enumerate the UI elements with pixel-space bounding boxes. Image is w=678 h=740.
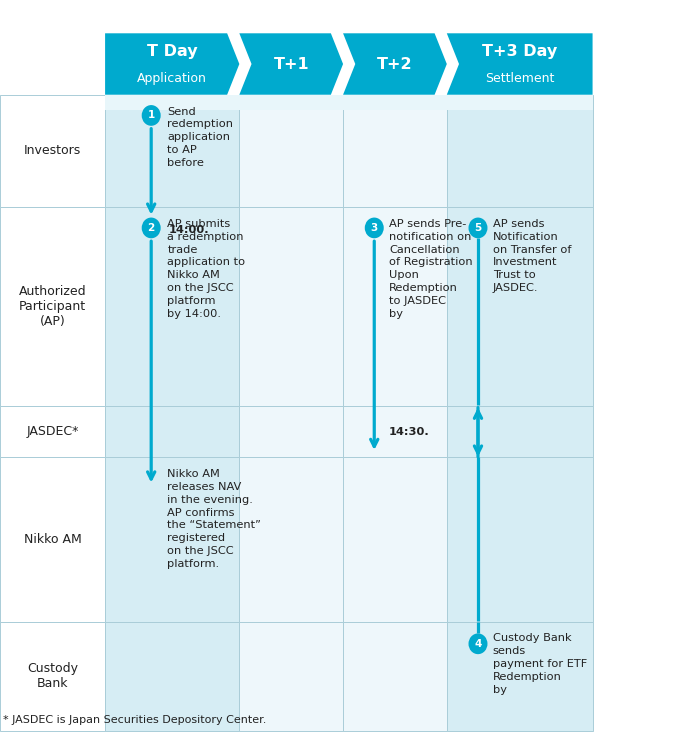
Bar bbox=[343, 457, 447, 622]
Text: 3: 3 bbox=[371, 223, 378, 233]
Bar bbox=[239, 406, 343, 457]
Bar bbox=[0, 406, 105, 457]
Text: Application: Application bbox=[137, 73, 207, 85]
Text: Send
redemption
application
to AP
before: Send redemption application to AP before bbox=[167, 107, 233, 168]
Circle shape bbox=[365, 218, 384, 238]
Bar bbox=[105, 622, 239, 731]
Bar bbox=[105, 457, 239, 622]
Text: 1: 1 bbox=[148, 110, 155, 121]
Text: Nikko AM
releases NAV
in the evening.
AP confirms
the “Statement”
registered
on : Nikko AM releases NAV in the evening. AP… bbox=[167, 469, 261, 569]
Bar bbox=[343, 406, 447, 457]
Text: JASDEC*: JASDEC* bbox=[26, 425, 79, 438]
Bar bbox=[0, 95, 105, 207]
Text: T Day: T Day bbox=[147, 44, 197, 59]
Bar bbox=[447, 406, 593, 457]
Text: 14:30.: 14:30. bbox=[389, 427, 430, 437]
Bar bbox=[105, 207, 239, 406]
Text: Nikko AM: Nikko AM bbox=[24, 533, 81, 546]
Bar bbox=[105, 95, 593, 110]
Text: Authorized
Participant
(AP): Authorized Participant (AP) bbox=[19, 285, 86, 328]
Text: Custody Bank
sends
payment for ETF
Redemption
by: Custody Bank sends payment for ETF Redem… bbox=[493, 633, 587, 695]
Bar bbox=[0, 622, 105, 731]
Bar bbox=[447, 95, 593, 207]
Bar bbox=[447, 207, 593, 406]
Bar bbox=[105, 95, 239, 207]
Bar bbox=[343, 207, 447, 406]
Bar bbox=[105, 406, 239, 457]
Text: 14:00.: 14:00. bbox=[169, 225, 210, 235]
Circle shape bbox=[468, 633, 487, 654]
Bar bbox=[0, 207, 105, 406]
Text: T+1: T+1 bbox=[273, 56, 309, 72]
Text: AP submits
a redemption
trade
application to
Nikko AM
on the JSCC
platform
by 14: AP submits a redemption trade applicatio… bbox=[167, 219, 245, 319]
Bar bbox=[343, 622, 447, 731]
Polygon shape bbox=[343, 33, 447, 95]
Text: T+2: T+2 bbox=[377, 56, 413, 72]
Text: * JASDEC is Japan Securities Depository Center.: * JASDEC is Japan Securities Depository … bbox=[3, 715, 266, 725]
Text: 5: 5 bbox=[475, 223, 481, 233]
Bar bbox=[343, 95, 447, 207]
Text: AP sends
Notification
on Transfer of
Investment
Trust to
JASDEC.: AP sends Notification on Transfer of Inv… bbox=[493, 219, 572, 293]
Bar bbox=[239, 207, 343, 406]
Text: AP sends Pre-
notification on
Cancellation
of Registration
Upon
Redemption
to JA: AP sends Pre- notification on Cancellati… bbox=[389, 219, 473, 319]
Bar bbox=[0, 457, 105, 622]
Circle shape bbox=[468, 218, 487, 238]
Polygon shape bbox=[447, 33, 593, 95]
Text: T+3 Day: T+3 Day bbox=[482, 44, 557, 59]
Bar bbox=[239, 95, 343, 207]
Text: Custody
Bank: Custody Bank bbox=[27, 662, 78, 690]
Bar bbox=[447, 622, 593, 731]
Bar bbox=[239, 457, 343, 622]
Bar bbox=[239, 622, 343, 731]
Polygon shape bbox=[105, 33, 239, 95]
Text: Settlement: Settlement bbox=[485, 73, 555, 85]
Text: 4: 4 bbox=[475, 639, 481, 649]
Circle shape bbox=[142, 218, 161, 238]
Text: 2: 2 bbox=[148, 223, 155, 233]
Circle shape bbox=[142, 105, 161, 126]
Polygon shape bbox=[239, 33, 343, 95]
Bar bbox=[447, 457, 593, 622]
Text: Investors: Investors bbox=[24, 144, 81, 158]
